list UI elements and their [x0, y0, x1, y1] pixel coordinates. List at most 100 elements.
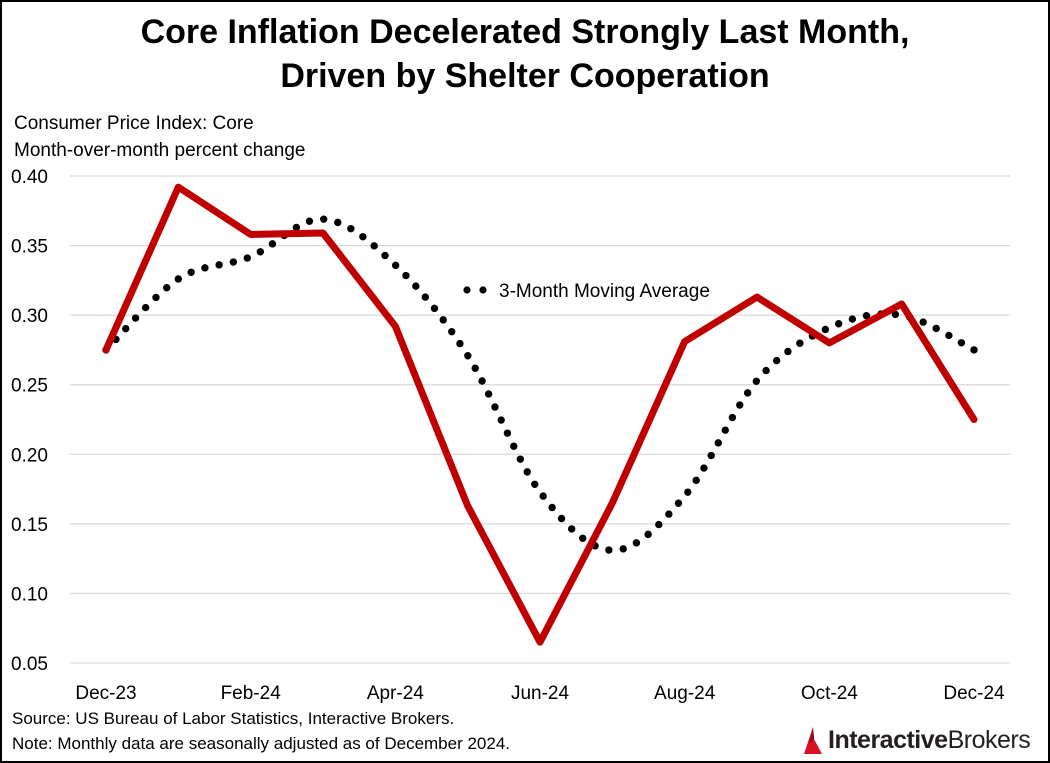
- x-tick-label: Feb-24: [221, 683, 282, 704]
- moving-average-dot: [605, 546, 613, 554]
- y-tick-label: 0.10: [11, 584, 48, 605]
- moving-average-dot: [319, 215, 328, 223]
- logo-text-bold: Interactive: [828, 725, 948, 754]
- interactive-brokers-logo: InteractiveBrokers: [800, 722, 1031, 758]
- moving-average-dot: [497, 416, 505, 424]
- title-line-1: Core Inflation Decelerated Strongly Last…: [140, 13, 910, 51]
- moving-average-dot: [391, 261, 400, 270]
- moving-average-dot: [752, 377, 761, 385]
- moving-average-dot: [163, 284, 171, 292]
- moving-average-dot: [684, 488, 692, 496]
- moving-average-dot: [256, 248, 265, 256]
- moving-average-dot: [821, 325, 830, 334]
- moving-average-dot: [784, 347, 792, 356]
- moving-average-dot: [491, 403, 499, 411]
- moving-average-dot: [523, 468, 531, 476]
- logo-text: InteractiveBrokers: [828, 725, 1031, 755]
- seasonal-note: Note: Monthly data are seasonally adjust…: [12, 734, 511, 753]
- x-axis-ticks: Dec-23 Feb-24 Apr-24 Jun-24 Aug-24 Oct-24 Dec-…: [75, 683, 1005, 704]
- moving-average-dot: [471, 364, 479, 372]
- moving-average-dot: [721, 426, 729, 434]
- y-tick-label: 0.05: [11, 654, 48, 675]
- moving-average-dot: [122, 324, 130, 333]
- moving-average-dot: [430, 304, 439, 313]
- y-tick-label: 0.20: [11, 445, 48, 466]
- y-tick-label: 0.40: [11, 167, 48, 188]
- moving-average-dot: [772, 356, 781, 365]
- moving-average-dot: [743, 389, 752, 397]
- subtitle-line-2: Month-over-month percent change: [14, 140, 306, 161]
- gridlines: [70, 175, 1010, 664]
- moving-average-dot: [655, 520, 663, 529]
- x-tick-label: Oct-24: [801, 683, 858, 704]
- x-tick-label: Aug-24: [654, 683, 716, 704]
- moving-average-dot: [579, 534, 587, 542]
- moving-average-dot: [152, 293, 160, 302]
- moving-average-dot: [692, 476, 700, 485]
- x-tick-label: Dec-23: [75, 683, 136, 704]
- core-cpi-series-line: [102, 183, 978, 646]
- legend-dot: [479, 286, 487, 294]
- core-cpi-points: [105, 187, 975, 643]
- moving-average-dot: [539, 492, 547, 500]
- y-tick-label: 0.25: [11, 376, 48, 397]
- moving-average-dot: [187, 268, 195, 276]
- moving-average-dot: [305, 217, 314, 225]
- moving-average-dot: [484, 390, 493, 398]
- moving-average-dot: [243, 254, 251, 262]
- y-tick-label: 0.35: [11, 237, 48, 258]
- moving-average-dot: [567, 525, 576, 533]
- moving-average-dot: [531, 480, 539, 488]
- moving-average-dot: [919, 318, 927, 326]
- moving-average-dot: [370, 242, 378, 250]
- moving-average-dot: [970, 346, 978, 354]
- moving-average-dot: [503, 429, 512, 437]
- series-layer: [102, 183, 978, 646]
- logo-flame-icon: [804, 727, 822, 754]
- moving-average-dot: [619, 545, 627, 553]
- moving-average-dot: [268, 240, 277, 248]
- logo-text-light: Brokers: [947, 725, 1031, 754]
- moving-average-dot: [456, 339, 464, 348]
- y-axis-ticks: 0.40 0.35 0.30 0.25 0.20 0.15 0.10 0.05: [11, 167, 48, 675]
- x-tick-label: Apr-24: [367, 683, 424, 704]
- legend-dot: [463, 286, 471, 294]
- moving-average-dot: [174, 275, 183, 283]
- source-note: Source: US Bureau of Labor Statistics, I…: [12, 709, 455, 728]
- moving-average-dot: [862, 312, 871, 320]
- y-tick-label: 0.15: [11, 515, 48, 536]
- legend: 3-Month Moving Average: [463, 281, 710, 302]
- x-tick-label: Jun-24: [511, 683, 570, 704]
- moving-average-dot: [891, 310, 900, 319]
- moving-average-dot: [141, 303, 150, 312]
- moving-average-dot: [728, 413, 737, 422]
- moving-average-dot: [381, 251, 389, 260]
- subtitle-line-1: Consumer Price Index: Core: [14, 113, 254, 134]
- moving-average-dot: [229, 258, 238, 266]
- moving-average-dot: [548, 503, 556, 512]
- moving-average-dot: [644, 530, 652, 539]
- moving-average-dot: [347, 224, 355, 233]
- moving-average-dot: [412, 282, 420, 290]
- moving-average-dot: [516, 455, 525, 463]
- y-tick-label: 0.30: [11, 306, 48, 327]
- moving-average-dot: [762, 366, 770, 375]
- moving-average-dot: [557, 514, 566, 523]
- moving-average-dot: [736, 401, 744, 409]
- moving-average-dot: [700, 464, 708, 472]
- x-tick-label: Dec-24: [943, 683, 1005, 704]
- moving-average-dot: [439, 316, 447, 324]
- moving-average-dot: [464, 352, 472, 360]
- moving-average-dot: [848, 315, 857, 323]
- moving-average-dot: [796, 339, 804, 347]
- moving-average-dot: [215, 261, 223, 269]
- moving-average-dot: [421, 293, 430, 301]
- moving-average-dot: [334, 218, 342, 227]
- moving-average-dot: [478, 377, 486, 385]
- legend-label: 3-Month Moving Average: [499, 281, 710, 302]
- moving-average-dot: [510, 442, 518, 450]
- moving-average-dot: [632, 539, 641, 547]
- moving-average-dot: [292, 223, 301, 232]
